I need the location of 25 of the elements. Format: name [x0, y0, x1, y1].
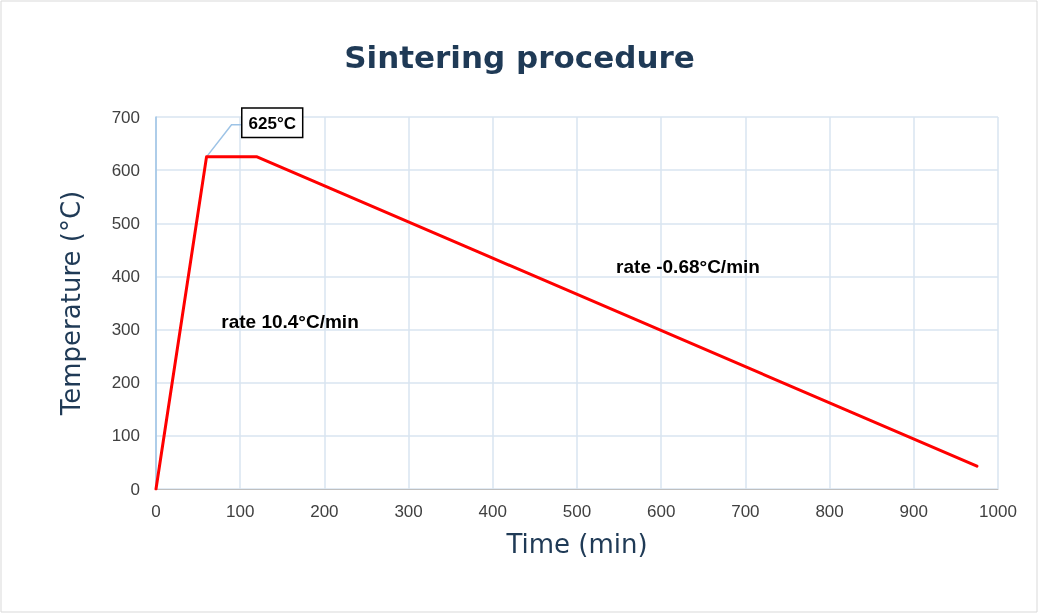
annotation: 625°C: [248, 113, 296, 133]
x-tick-label: 900: [899, 502, 928, 521]
x-axis-title: Time (min): [505, 529, 648, 559]
chart-title: Sintering procedure: [344, 38, 695, 75]
x-tick-label: 700: [731, 502, 760, 521]
x-tick-label: 300: [394, 502, 423, 521]
y-tick-label: 700: [111, 107, 140, 127]
annotation: rate -0.68°C/min: [616, 255, 760, 277]
x-tick-label: 1000: [979, 502, 1017, 521]
y-tick-label: 200: [111, 373, 140, 393]
y-tick-label: 300: [111, 320, 140, 340]
y-tick-label: 100: [111, 426, 140, 446]
x-tick-label: 0: [151, 502, 161, 521]
y-tick-label: 500: [111, 213, 140, 233]
x-tick-label: 100: [226, 502, 255, 521]
y-tick-label: 0: [130, 479, 140, 499]
x-tick-label: 600: [647, 502, 676, 521]
y-tick-label: 600: [111, 160, 140, 180]
y-axis-title: Temperature (°C): [56, 190, 86, 417]
annotation: rate 10.4°C/min: [221, 310, 359, 332]
x-tick-label: 200: [310, 502, 339, 521]
x-tick-label: 500: [562, 502, 592, 521]
x-tick-label: 400: [478, 502, 507, 521]
x-tick-label: 800: [815, 502, 844, 521]
y-tick-label: 400: [111, 266, 140, 286]
